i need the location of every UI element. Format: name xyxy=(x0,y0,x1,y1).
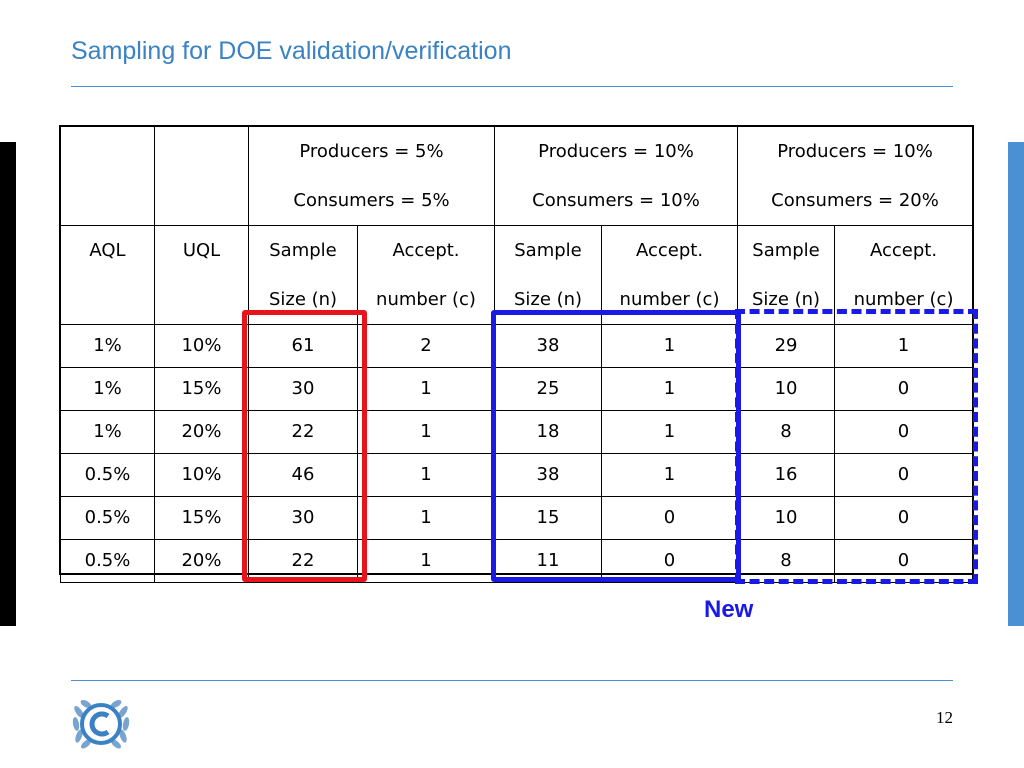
table-cell: 22 xyxy=(248,539,358,583)
table-cell: 0 xyxy=(834,410,974,454)
table-cell: 38 xyxy=(494,324,602,368)
table-cell: 0 xyxy=(600,496,739,540)
consumers-label: Consumers = 5% xyxy=(293,190,450,211)
sample-size-header: Sample Size (n) xyxy=(737,225,836,325)
sampling-table: Producers = 5% Consumers = 5% Producers … xyxy=(60,126,974,583)
table-cell: 1 xyxy=(357,367,495,411)
table-cell: 11 xyxy=(494,539,602,583)
uql-header: UQL xyxy=(154,225,249,325)
empty-header-cell xyxy=(154,126,249,226)
page-number: 12 xyxy=(936,708,953,727)
producers-label: Producers = 10% xyxy=(538,141,694,162)
table-cell: 0.5% xyxy=(60,496,155,540)
table-cell: 0 xyxy=(834,453,974,497)
table-cell: 2 xyxy=(357,324,495,368)
table-cell: 46 xyxy=(248,453,358,497)
accept-number-header: Accept. number (c) xyxy=(834,225,974,325)
table-cell: 1 xyxy=(600,324,739,368)
table-cell: 1% xyxy=(60,367,155,411)
table-cell: 0.5% xyxy=(60,539,155,583)
table-cell: 10 xyxy=(737,496,836,540)
footer-divider xyxy=(71,680,953,681)
table-cell: 0.5% xyxy=(60,453,155,497)
sample-size-header: Sample Size (n) xyxy=(248,225,358,325)
table-cell: 1 xyxy=(357,539,495,583)
table-cell: 1 xyxy=(600,453,739,497)
table-cell: 8 xyxy=(737,410,836,454)
producers-label: Producers = 5% xyxy=(299,141,444,162)
table-row: 0.5% 10% 46 1 38 1 16 0 xyxy=(60,453,974,497)
sample-size-header: Sample Size (n) xyxy=(494,225,602,325)
consumers-label: Consumers = 20% xyxy=(771,190,939,211)
table-cell: 1 xyxy=(357,410,495,454)
consumers-label: Consumers = 10% xyxy=(532,190,700,211)
table-cell: 25 xyxy=(494,367,602,411)
accept-number-header: Accept. number (c) xyxy=(357,225,495,325)
table-cell: 61 xyxy=(248,324,358,368)
table-cell: 1 xyxy=(357,453,495,497)
table-row: 0.5% 20% 22 1 11 0 8 0 xyxy=(60,539,974,583)
group-header-cell: Producers = 10% Consumers = 10% xyxy=(493,126,739,226)
table-cell: 1 xyxy=(834,324,974,368)
table-cell: 15 xyxy=(494,496,602,540)
table-cell: 0 xyxy=(834,367,974,411)
producers-label: Producers = 10% xyxy=(777,141,933,162)
table-cell: 10% xyxy=(154,324,249,368)
table-cell: 15% xyxy=(154,496,249,540)
accept-number-header: Accept. number (c) xyxy=(600,225,739,325)
table-cell: 1 xyxy=(357,496,495,540)
group-header-cell: Producers = 5% Consumers = 5% xyxy=(248,126,495,226)
table-cell: 30 xyxy=(248,367,358,411)
table-row: 1% 15% 30 1 25 1 10 0 xyxy=(60,367,974,411)
left-edge-bar xyxy=(0,142,16,626)
aql-header: AQL xyxy=(60,225,155,325)
table-cell: 20% xyxy=(154,539,249,583)
table-cell: 20% xyxy=(154,410,249,454)
table-cell: 8 xyxy=(737,539,836,583)
table-row: 1% 10% 61 2 38 1 29 1 xyxy=(60,324,974,368)
slide-title: Sampling for DOE validation/verification xyxy=(71,37,512,65)
table-cell: 29 xyxy=(737,324,836,368)
table-cell: 38 xyxy=(494,453,602,497)
right-edge-bar xyxy=(1008,142,1024,626)
unfccc-logo-icon xyxy=(72,700,130,749)
table-cell: 10 xyxy=(737,367,836,411)
table-cell: 0 xyxy=(600,539,739,583)
table-cell: 1% xyxy=(60,410,155,454)
group-header-cell: Producers = 10% Consumers = 20% xyxy=(737,126,974,226)
table-cell: 10% xyxy=(154,453,249,497)
table-cell: 22 xyxy=(248,410,358,454)
title-divider xyxy=(71,86,953,87)
table-cell: 18 xyxy=(494,410,602,454)
table-cell: 0 xyxy=(834,539,974,583)
table-cell: 1 xyxy=(600,367,739,411)
table-cell: 1 xyxy=(600,410,739,454)
new-label: New xyxy=(704,596,754,623)
empty-header-cell xyxy=(60,126,155,226)
group-header-row: Producers = 5% Consumers = 5% Producers … xyxy=(60,126,974,226)
table-cell: 30 xyxy=(248,496,358,540)
table-cell: 15% xyxy=(154,367,249,411)
table-cell: 0 xyxy=(834,496,974,540)
table-cell: 16 xyxy=(737,453,836,497)
table-row: 0.5% 15% 30 1 15 0 10 0 xyxy=(60,496,974,540)
table-row: 1% 20% 22 1 18 1 8 0 xyxy=(60,410,974,454)
column-header-row: AQL UQL Sample Size (n) Accept. number (… xyxy=(60,225,974,325)
table-cell: 1% xyxy=(60,324,155,368)
